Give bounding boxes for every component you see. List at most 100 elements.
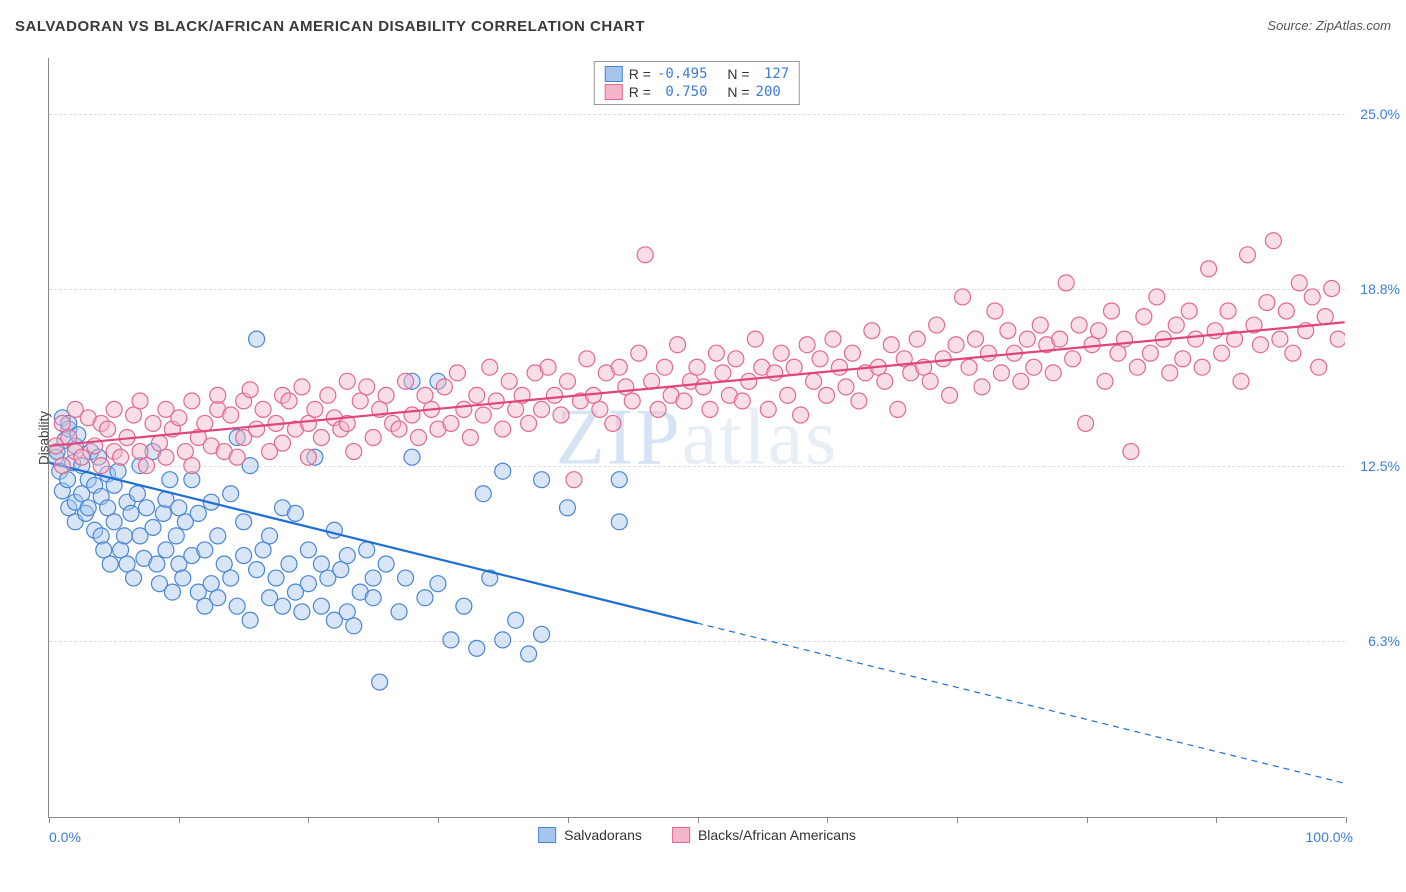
data-point-salvadorans: [294, 604, 310, 620]
data-point-salvadorans: [313, 598, 329, 614]
data-point-blacks: [210, 387, 226, 403]
data-point-blacks: [488, 393, 504, 409]
data-point-salvadorans: [139, 500, 155, 516]
legend-n-label: N =: [727, 66, 749, 82]
legend-label-salvadorans: Salvadorans: [564, 827, 642, 843]
chart-header: SALVADORAN VS BLACK/AFRICAN AMERICAN DIS…: [15, 18, 1391, 42]
legend-n-value-1: 200: [756, 84, 781, 100]
data-point-blacks: [819, 387, 835, 403]
legend-row-blacks: R = 0.750 N = 200: [605, 83, 789, 101]
data-point-salvadorans: [326, 522, 342, 538]
data-point-salvadorans: [210, 528, 226, 544]
data-point-salvadorans: [275, 598, 291, 614]
data-point-blacks: [935, 351, 951, 367]
source-name[interactable]: ZipAtlas.com: [1316, 18, 1391, 33]
data-point-blacks: [74, 449, 90, 465]
data-point-blacks: [1252, 337, 1268, 353]
data-point-blacks: [611, 359, 627, 375]
data-point-blacks: [1317, 309, 1333, 325]
data-point-blacks: [702, 401, 718, 417]
data-point-salvadorans: [80, 500, 96, 516]
data-point-blacks: [967, 331, 983, 347]
data-point-blacks: [579, 351, 595, 367]
data-point-salvadorans: [116, 528, 132, 544]
data-point-blacks: [728, 351, 744, 367]
data-point-blacks: [1019, 331, 1035, 347]
data-point-blacks: [462, 430, 478, 446]
data-point-salvadorans: [508, 612, 524, 628]
data-point-blacks: [1129, 359, 1145, 375]
data-point-salvadorans: [534, 626, 550, 642]
data-point-blacks: [838, 379, 854, 395]
data-point-blacks: [534, 401, 550, 417]
data-point-blacks: [1220, 303, 1236, 319]
data-point-blacks: [793, 407, 809, 423]
data-point-salvadorans: [268, 570, 284, 586]
legend-r-value-1: 0.750: [657, 84, 708, 100]
data-point-blacks: [773, 345, 789, 361]
data-point-blacks: [1194, 359, 1210, 375]
data-point-blacks: [806, 373, 822, 389]
data-point-salvadorans: [155, 505, 171, 521]
data-point-blacks: [139, 458, 155, 474]
legend-n-label: N =: [727, 84, 749, 100]
legend-swatch-blue-icon: [538, 827, 556, 843]
data-point-blacks: [1304, 289, 1320, 305]
data-point-blacks: [1026, 359, 1042, 375]
scatter-svg: [49, 58, 1345, 817]
data-point-salvadorans: [372, 674, 388, 690]
data-point-salvadorans: [300, 576, 316, 592]
data-point-blacks: [145, 415, 161, 431]
data-point-blacks: [844, 345, 860, 361]
data-point-blacks: [294, 379, 310, 395]
data-point-salvadorans: [611, 514, 627, 530]
data-point-blacks: [1175, 351, 1191, 367]
source-label: Source:: [1267, 18, 1312, 33]
legend-r-value-0: -0.495: [657, 66, 708, 82]
data-point-salvadorans: [236, 514, 252, 530]
data-point-blacks: [708, 345, 724, 361]
data-point-blacks: [54, 458, 70, 474]
data-point-blacks: [158, 449, 174, 465]
data-point-blacks: [1214, 345, 1230, 361]
data-point-salvadorans: [190, 505, 206, 521]
data-point-salvadorans: [164, 584, 180, 600]
data-point-blacks: [1091, 323, 1107, 339]
data-point-blacks: [747, 331, 763, 347]
data-point-blacks: [987, 303, 1003, 319]
data-point-salvadorans: [236, 548, 252, 564]
y-tick-label: 6.3%: [1368, 633, 1400, 649]
data-point-salvadorans: [110, 463, 126, 479]
data-point-blacks: [1123, 444, 1139, 460]
data-point-blacks: [741, 373, 757, 389]
data-point-blacks: [909, 331, 925, 347]
legend-item-blacks: Blacks/African Americans: [672, 827, 856, 843]
data-point-blacks: [346, 444, 362, 460]
x-tick: [957, 817, 958, 823]
data-point-salvadorans: [495, 632, 511, 648]
data-point-blacks: [475, 407, 491, 423]
data-point-blacks: [566, 472, 582, 488]
data-point-blacks: [132, 393, 148, 409]
data-point-blacks: [1291, 275, 1307, 291]
data-point-blacks: [1285, 345, 1301, 361]
data-point-salvadorans: [417, 590, 433, 606]
data-point-blacks: [799, 337, 815, 353]
data-point-blacks: [391, 421, 407, 437]
data-point-blacks: [1188, 331, 1204, 347]
data-point-blacks: [1045, 365, 1061, 381]
data-point-salvadorans: [365, 570, 381, 586]
x-tick-label: 0.0%: [49, 829, 81, 845]
data-point-blacks: [1000, 323, 1016, 339]
data-point-blacks: [786, 359, 802, 375]
data-point-salvadorans: [495, 463, 511, 479]
data-point-salvadorans: [559, 500, 575, 516]
data-point-blacks: [812, 351, 828, 367]
data-point-salvadorans: [126, 570, 142, 586]
x-tick: [49, 817, 50, 823]
data-point-salvadorans: [162, 472, 178, 488]
data-point-salvadorans: [129, 486, 145, 502]
legend-r-label: R =: [629, 84, 651, 100]
x-tick: [438, 817, 439, 823]
data-point-salvadorans: [346, 618, 362, 634]
